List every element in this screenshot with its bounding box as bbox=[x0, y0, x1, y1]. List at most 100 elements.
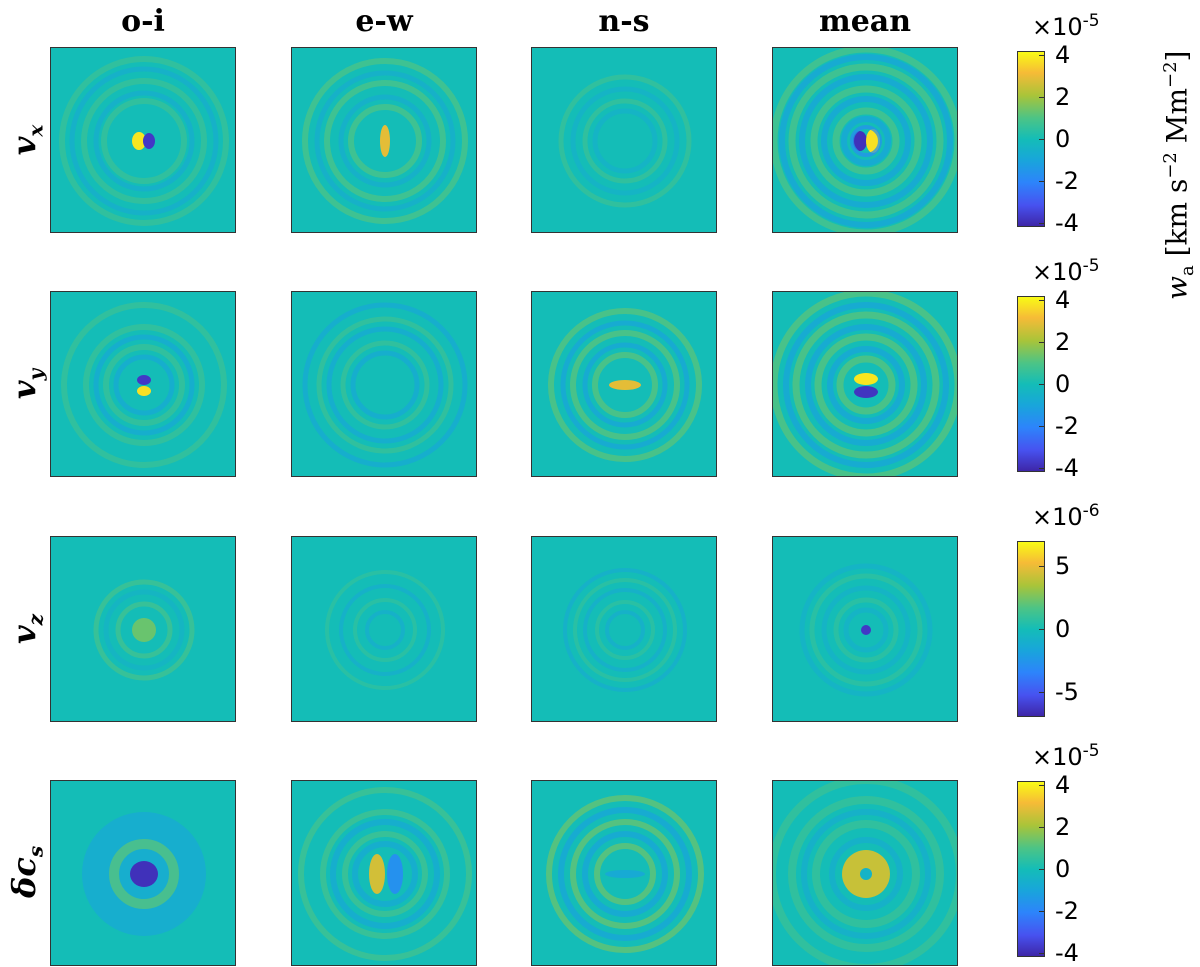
heatmap-image bbox=[292, 48, 476, 232]
heatmap-ring bbox=[93, 579, 195, 681]
heatmap-panel-x-o-i bbox=[50, 47, 236, 233]
heatmap-blob bbox=[137, 375, 151, 385]
colorbar-tickmark bbox=[1039, 139, 1045, 140]
row-label-main: v bbox=[5, 136, 43, 156]
heatmap-ring bbox=[113, 354, 175, 416]
heatmap-ring bbox=[558, 74, 692, 208]
colorbar-tickmark bbox=[1039, 342, 1045, 344]
colorbar-tickmark bbox=[1039, 827, 1045, 829]
heatmap-ring bbox=[582, 98, 668, 184]
heatmap-ring bbox=[570, 330, 680, 440]
heatmap-blob bbox=[132, 132, 146, 150]
heatmap-ring bbox=[342, 831, 428, 917]
heatmap-ring bbox=[592, 352, 658, 418]
colorbar-tickmark bbox=[1039, 55, 1045, 57]
row-label-s: δcs bbox=[5, 846, 47, 898]
colorbar-tick-label: 4 bbox=[1055, 41, 1071, 70]
heatmap-blob bbox=[860, 868, 872, 880]
heatmap-ring bbox=[801, 809, 931, 939]
colorbar-scale-factor: ×10-6 bbox=[1032, 501, 1100, 531]
column-title-n-s: n-s bbox=[598, 4, 650, 39]
heatmap-ring bbox=[799, 563, 933, 697]
heatmap-ring bbox=[314, 70, 456, 212]
heatmap-ring bbox=[788, 796, 944, 952]
heatmap-ring bbox=[829, 837, 903, 911]
colorbar-tick-label: -5 bbox=[1055, 677, 1079, 706]
row-label-sub: z bbox=[23, 614, 48, 626]
column-title-e-w: e-w bbox=[355, 4, 413, 39]
heatmap-ring bbox=[69, 66, 219, 216]
colorbar-tick-label: 2 bbox=[1055, 83, 1071, 112]
colorbar-tick-label: 4 bbox=[1055, 286, 1071, 315]
heatmap-panel-y-n-s bbox=[531, 291, 717, 477]
heatmap-ring bbox=[821, 96, 911, 186]
heatmap-image bbox=[773, 292, 957, 476]
heatmap-image bbox=[51, 781, 235, 965]
colorbar-scale-factor: ×10-5 bbox=[1032, 741, 1100, 771]
heatmap-ring bbox=[340, 340, 430, 430]
heatmap-blob bbox=[369, 854, 385, 894]
heatmap-ring bbox=[583, 588, 667, 672]
colorbar-tickmark bbox=[1039, 785, 1045, 787]
heatmap-ring bbox=[812, 820, 920, 928]
heatmap-ring bbox=[570, 819, 680, 929]
heatmap-blob bbox=[605, 870, 645, 878]
heatmap-ring bbox=[827, 346, 905, 424]
heatmap-image bbox=[773, 48, 957, 232]
heatmap-blob bbox=[609, 380, 641, 390]
heatmap-ring bbox=[582, 831, 668, 917]
heatmap-ring bbox=[109, 839, 179, 909]
heatmap-ring bbox=[573, 578, 677, 682]
heatmap-ring bbox=[836, 355, 896, 415]
heatmap-panel-s-e-w bbox=[291, 780, 477, 966]
heatmap-panel-z-mean bbox=[772, 536, 958, 722]
colorbar-tick-label: -4 bbox=[1055, 208, 1079, 237]
heatmap-image bbox=[51, 537, 235, 721]
heatmap-ring bbox=[558, 807, 692, 941]
colorbar-tick-label: 2 bbox=[1055, 813, 1071, 842]
heatmap-background bbox=[292, 537, 476, 721]
row-label-y: vy bbox=[5, 359, 48, 409]
heatmap-panel-z-o-i bbox=[50, 536, 236, 722]
heatmap-image bbox=[532, 48, 716, 232]
colorbar-tickmark bbox=[1039, 425, 1045, 427]
colorbar-scale-factor: ×10-5 bbox=[1032, 11, 1100, 41]
heatmap-image bbox=[773, 537, 957, 721]
heatmap-ring bbox=[810, 85, 922, 197]
column-title-mean: mean bbox=[818, 4, 912, 39]
heatmap-ring bbox=[814, 333, 918, 437]
heatmap-ring bbox=[59, 56, 229, 226]
colorbar-tick-label: -4 bbox=[1055, 938, 1079, 967]
heatmap-ring bbox=[779, 54, 953, 228]
heatmap-panel-s-mean bbox=[772, 780, 958, 966]
colorbar-tickmark bbox=[1039, 97, 1045, 99]
heatmap-ring bbox=[325, 570, 445, 690]
heatmap-panel-s-o-i bbox=[50, 780, 236, 966]
heatmap-ring bbox=[788, 63, 944, 219]
row-label-main: δc bbox=[5, 857, 43, 898]
heatmap-blob bbox=[137, 386, 151, 396]
heatmap-ring bbox=[792, 311, 940, 459]
colorbar-tickmark bbox=[1039, 384, 1045, 385]
heatmap-ring bbox=[338, 94, 432, 188]
heatmap-ring bbox=[605, 610, 645, 650]
colorbar-tickmark bbox=[1039, 952, 1045, 954]
colorbar-tick-label: 2 bbox=[1055, 328, 1071, 357]
heatmap-panel-y-mean bbox=[772, 291, 958, 477]
colorbar-tickmark bbox=[1039, 467, 1045, 469]
heatmap-ring bbox=[832, 107, 900, 175]
heatmap-blob bbox=[387, 854, 403, 894]
heatmap-ring bbox=[850, 125, 882, 157]
heatmap-ring bbox=[93, 90, 195, 192]
row-label-sub: y bbox=[23, 368, 48, 381]
heatmap-blob bbox=[143, 133, 155, 149]
heatmap-ring bbox=[783, 302, 949, 468]
heatmap-ring bbox=[833, 597, 899, 663]
heatmap-ring bbox=[809, 573, 923, 687]
heatmap-panel-x-mean bbox=[772, 47, 958, 233]
heatmap-image bbox=[51, 48, 235, 232]
heatmap-ring bbox=[103, 344, 185, 426]
heatmap-blob bbox=[132, 618, 156, 642]
heatmap-ring bbox=[773, 292, 957, 476]
heatmap-ring bbox=[61, 302, 227, 468]
